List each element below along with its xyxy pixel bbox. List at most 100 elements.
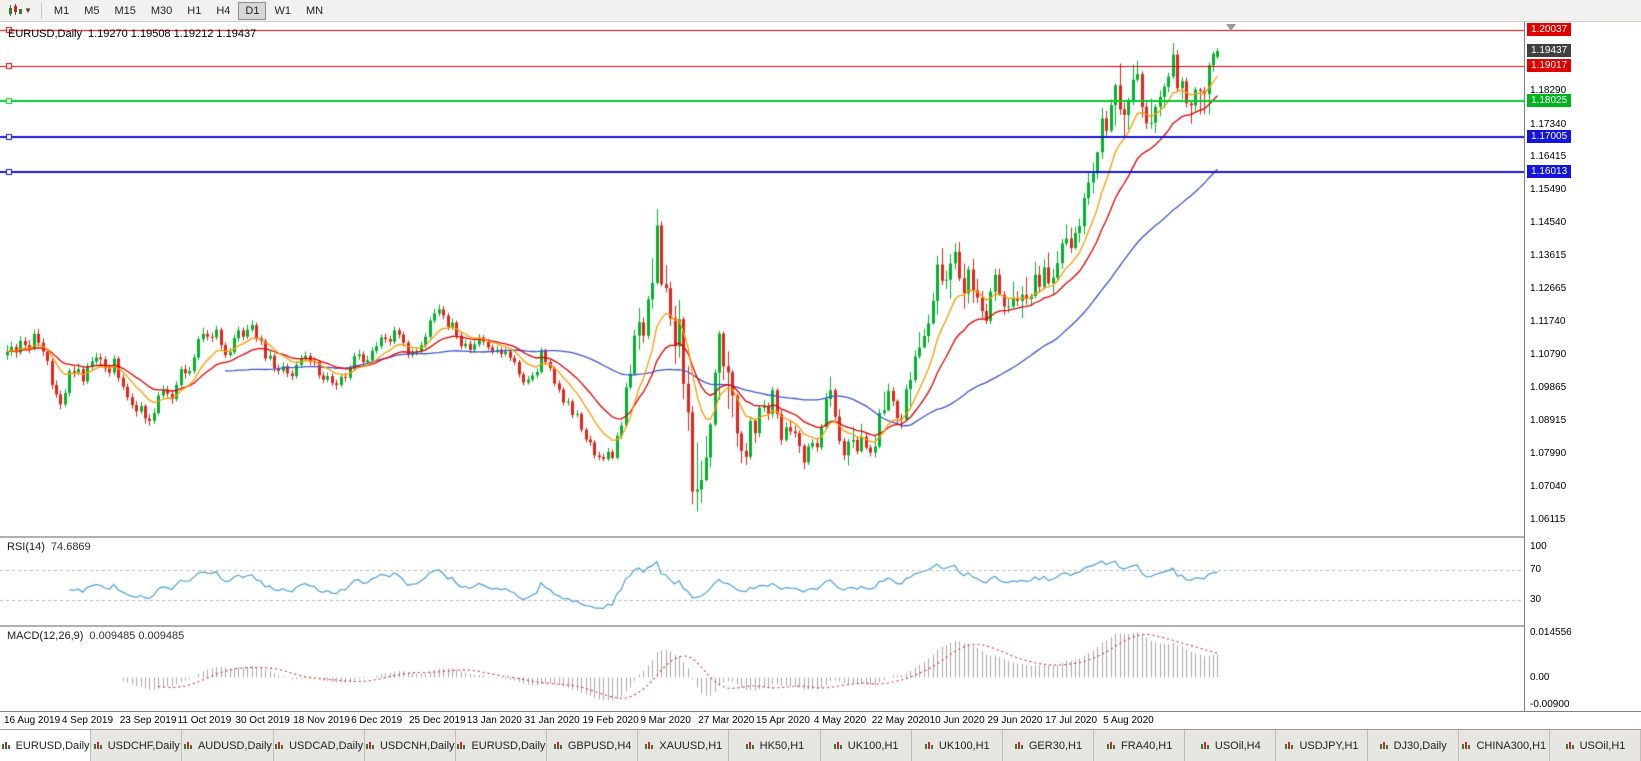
chart-tab[interactable]: XAUUSD,H1	[638, 730, 730, 761]
price-axis-border	[1524, 22, 1525, 711]
rsi-axis-label: 30	[1530, 593, 1542, 605]
tab-chart-icon	[1014, 741, 1024, 751]
chevron-down-icon: ▼	[24, 6, 32, 15]
price-axis-tick: 1.09865	[1530, 381, 1567, 393]
symbol-period-label: EURUSD,Daily	[8, 28, 82, 40]
price-axis-tick: 1.12665	[1530, 283, 1567, 295]
chart-tab-label: EURUSD,Daily	[471, 739, 546, 752]
date-axis-label: 30 Oct 2019	[235, 715, 290, 726]
chart-tab[interactable]: AUDUSD,Daily	[182, 730, 274, 761]
price-axis-tick: 1.10790	[1530, 349, 1567, 361]
tab-chart-icon	[1379, 741, 1389, 751]
date-axis-label: 27 Mar 2020	[698, 715, 755, 726]
rsi-indicator-canvas[interactable]	[0, 538, 1524, 625]
date-axis-label: 6 Dec 2019	[351, 715, 403, 726]
price-axis-tick: 1.13615	[1530, 249, 1567, 261]
chart-tab[interactable]: UK100,H1	[911, 730, 1003, 761]
date-axis-label: 10 Jun 2020	[929, 715, 985, 726]
price-badge: 1.19437	[1527, 43, 1572, 57]
timeframe-button-m15[interactable]: M15	[114, 4, 136, 17]
chart-tab-label: AUDUSD,Daily	[197, 739, 272, 752]
chart-tab-label: USDJPY,H1	[1299, 739, 1359, 752]
chart-tab[interactable]: CHINA300,H1	[1458, 730, 1550, 761]
chart-tab-label: UK100,H1	[938, 739, 990, 752]
chart-tab[interactable]: HK50,H1	[729, 730, 821, 761]
date-axis-label: 15 Apr 2020	[756, 715, 810, 726]
tab-chart-icon	[924, 741, 934, 751]
timeframe-button-d1[interactable]: D1	[238, 1, 267, 20]
timeframe-button-h4[interactable]: H4	[216, 4, 231, 17]
chart-tab[interactable]: USDCHF,Daily	[91, 730, 183, 761]
date-axis-label: 22 May 2020	[871, 715, 930, 726]
main-price-chart-canvas[interactable]	[0, 22, 1524, 536]
chart-tab[interactable]: GBPUSD,H4	[547, 730, 639, 761]
chart-tab-label: USOil,H1	[1579, 739, 1626, 752]
date-axis-label: 29 Jun 2020	[987, 715, 1043, 726]
rsi-axis-label: 100	[1530, 541, 1547, 552]
chart-tab-label: GBPUSD,H4	[567, 739, 632, 752]
chart-tab-label: XAUUSD,H1	[659, 739, 723, 752]
chart-tab-label: UK100,H1	[847, 739, 899, 752]
chart-tab[interactable]: USDJPY,H1	[1276, 730, 1368, 761]
price-axis-tick: 1.08915	[1530, 415, 1567, 427]
timeframe-button-w1[interactable]: W1	[274, 4, 291, 17]
macd-indicator-canvas[interactable]	[0, 627, 1524, 711]
chart-shift-marker[interactable]	[1226, 24, 1236, 31]
rsi-value: 74.6869	[50, 541, 91, 553]
price-axis-tick: 1.11740	[1530, 315, 1566, 327]
candlestick-chart-icon	[8, 4, 22, 17]
timeframe-button-h1[interactable]: H1	[187, 4, 202, 17]
price-axis[interactable]: 1.18290 1.17340 1.16415 1.15490 1.14540 1.136…	[1525, 22, 1641, 711]
chart-tab-label: USDCHF,Daily	[107, 739, 180, 752]
chart-tab-label: HK50,H1	[759, 739, 805, 752]
chart-tab-label: FRA40,H1	[1120, 739, 1173, 752]
date-axis-label: 17 Jul 2020	[1045, 715, 1098, 726]
chart-tab[interactable]: USDCAD,Daily	[273, 730, 365, 761]
chart-tab[interactable]: UK100,H1	[820, 730, 912, 761]
price-badge: 1.18025	[1527, 93, 1572, 107]
timeframe-button-m5[interactable]: M5	[84, 4, 100, 17]
tab-chart-icon	[745, 741, 755, 751]
chart-type-button[interactable]: ▼	[4, 2, 36, 19]
chart-tab[interactable]: USDCNH,Daily	[364, 730, 456, 761]
ohlc-values: 1.19270 1.19508 1.19212 1.19437	[87, 28, 257, 40]
chart-tab[interactable]: GER30,H1	[1002, 730, 1095, 761]
tab-chart-icon	[1, 741, 11, 751]
chart-tab[interactable]: USOil,H4	[1185, 730, 1277, 761]
price-badge: 1.17005	[1527, 129, 1572, 143]
chart-tab-label: USDCNH,Daily	[379, 739, 455, 752]
date-axis-label: 31 Jan 2020	[524, 715, 580, 726]
timeframe-buttons: M1 M5 M15 M30 H1 H4 D1 W1 MN	[47, 1, 330, 20]
panel-separator[interactable]	[0, 625, 1641, 627]
chart-tab[interactable]: USOil,H1	[1549, 730, 1641, 761]
date-axis-label: 13 Jan 2020	[466, 715, 522, 726]
date-axis-label: 11 Oct 2019	[177, 715, 232, 726]
price-axis-tick: 1.15490	[1530, 183, 1567, 195]
panel-separator[interactable]	[0, 536, 1641, 538]
tab-chart-icon	[1106, 741, 1116, 751]
chart-tab[interactable]: DJ30,Daily	[1367, 730, 1459, 761]
chart-tab-label: CHINA300,H1	[1476, 739, 1547, 752]
date-axis-label: 9 Mar 2020	[640, 715, 691, 726]
timeframe-button-mn[interactable]: MN	[305, 4, 324, 17]
price-badge: 1.19017	[1527, 58, 1572, 72]
timeframe-button-m1[interactable]: M1	[53, 4, 70, 17]
date-axis-label: 16 Aug 2019	[4, 715, 61, 726]
date-axis-label: 18 Nov 2019	[293, 715, 350, 726]
date-axis-label: 23 Sep 2019	[119, 715, 177, 726]
chart-tab-label: USOil,H4	[1214, 739, 1261, 752]
timeframe-toolbar: ▼ M1 M5 M15 M30 H1 H4 D1 W1 MN	[0, 0, 1641, 22]
tab-chart-icon	[644, 741, 654, 751]
chart-tab[interactable]: EURUSD,Daily	[455, 730, 548, 761]
macd-axis-label: 0.014556	[1530, 626, 1572, 638]
timeframe-button-m30[interactable]: M30	[150, 4, 173, 17]
macd-value: 0.009485 0.009485	[89, 630, 185, 642]
tab-chart-icon	[1461, 741, 1471, 751]
chart-tab[interactable]: EURUSD,Daily	[0, 730, 92, 761]
date-axis-label: 4 Sep 2019	[61, 715, 114, 726]
macd-name: MACD(12,26,9)	[7, 630, 84, 642]
date-axis[interactable]: 16 Aug 2019 4 Sep 2019 23 Sep 2019 11 Oct 2…	[0, 711, 1524, 729]
tab-chart-icon	[93, 741, 103, 751]
chart-tab[interactable]: FRA40,H1	[1094, 730, 1186, 761]
